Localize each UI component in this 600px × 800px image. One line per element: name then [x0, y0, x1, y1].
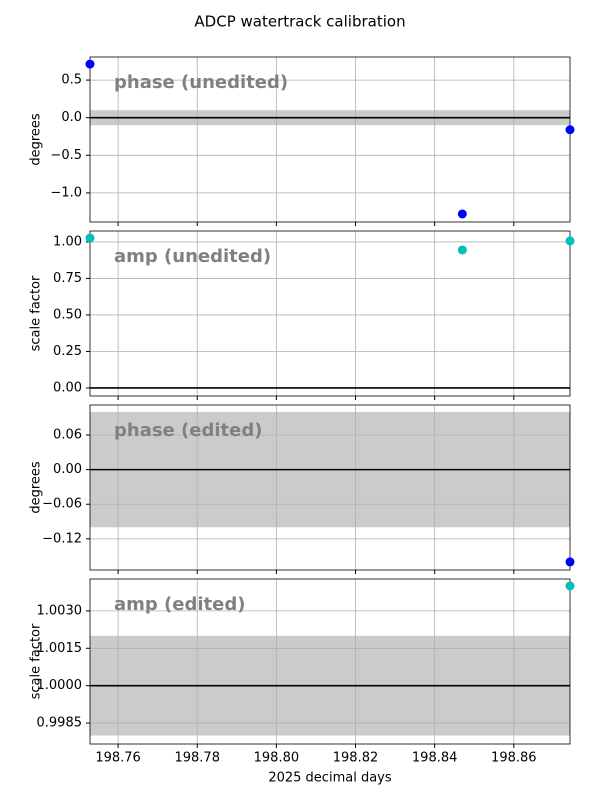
figure-title: ADCP watertrack calibration	[194, 13, 405, 31]
y-tick-label: −0.06	[42, 497, 82, 512]
y-tick-label: 0.50	[53, 307, 82, 322]
y-tick-label: 0.25	[53, 344, 82, 359]
x-tick-label: 198.78	[174, 751, 220, 766]
data-point	[457, 209, 467, 219]
annotation: amp (edited)	[114, 594, 245, 615]
y-axis-label: degrees	[29, 461, 44, 514]
annotation: phase (unedited)	[114, 72, 288, 93]
y-axis-label: scale factor	[29, 275, 44, 351]
y-tick-label: 0.9985	[37, 716, 83, 731]
data-point	[565, 125, 575, 135]
y-tick-label: 1.0015	[37, 641, 83, 656]
y-tick-label: 0.00	[53, 380, 82, 395]
data-point	[457, 245, 467, 255]
y-tick-label: 0.06	[53, 428, 82, 443]
data-point	[565, 581, 575, 591]
y-tick-label: −0.12	[42, 531, 82, 546]
axes-frame	[89, 404, 571, 571]
y-tick-label: 1.00	[53, 234, 82, 249]
y-axis-label: scale factor	[29, 623, 44, 699]
y-tick-label: 0.0	[61, 110, 82, 125]
x-tick-label: 198.82	[333, 751, 379, 766]
x-axis-label: 2025 decimal days	[268, 771, 392, 786]
y-tick-label: 1.0030	[37, 603, 83, 618]
annotation: amp (unedited)	[114, 246, 271, 267]
annotation: phase (edited)	[114, 420, 262, 441]
y-tick-label: 0.75	[53, 271, 82, 286]
data-point	[85, 59, 95, 69]
y-tick-label: 0.5	[61, 73, 82, 88]
x-tick-label: 198.80	[254, 751, 300, 766]
y-axis-label: degrees	[29, 113, 44, 166]
x-tick-label: 198.86	[491, 751, 537, 766]
x-tick-label: 198.76	[95, 751, 141, 766]
data-point	[85, 233, 95, 243]
y-tick-label: −1.0	[50, 185, 82, 200]
y-tick-label: 1.0000	[37, 678, 83, 693]
y-tick-label: −0.5	[50, 148, 82, 163]
axes-frame	[89, 230, 571, 397]
data-point	[565, 557, 575, 567]
y-tick-label: 0.00	[53, 462, 82, 477]
data-point	[565, 236, 575, 246]
x-tick-label: 198.84	[412, 751, 458, 766]
axes-frame	[89, 578, 571, 745]
axes-frame	[89, 56, 571, 223]
